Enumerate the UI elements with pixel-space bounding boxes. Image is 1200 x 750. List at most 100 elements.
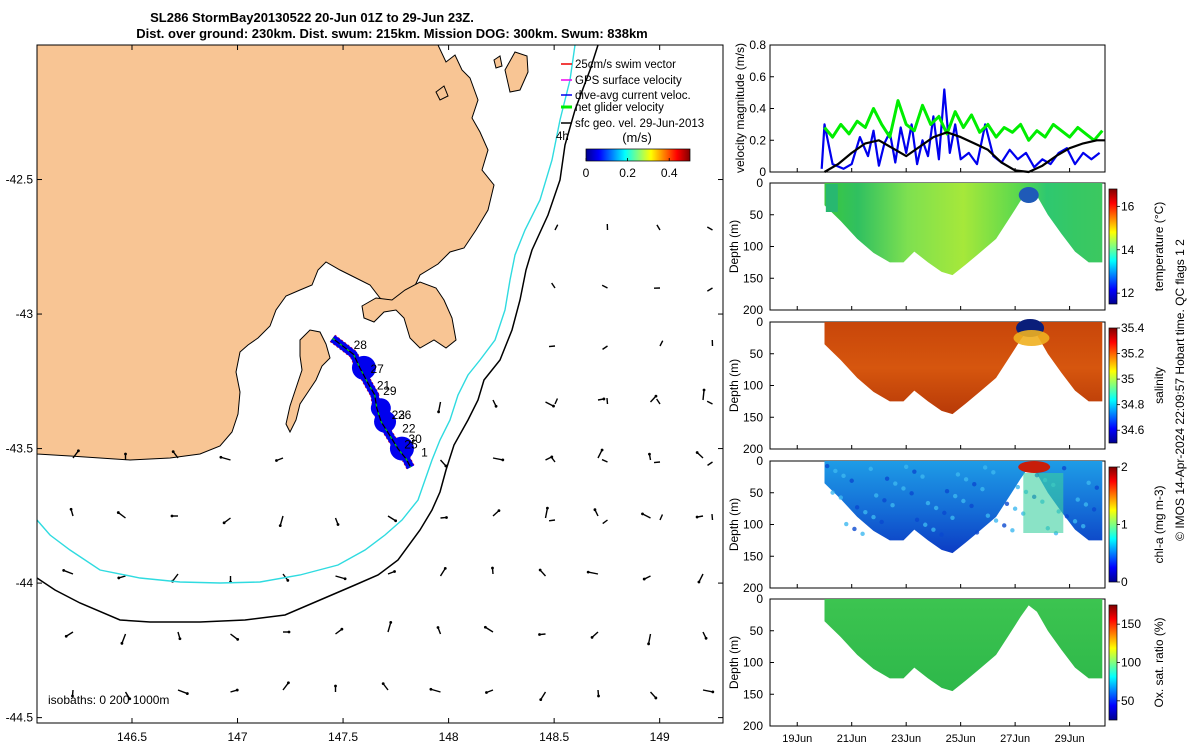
map-x-tick-label: 148 <box>439 730 459 744</box>
velocity-panel: 0 0.2 0.4 0.6 0.8 velocity magnitude (m/s) <box>733 38 1106 179</box>
surface-vector <box>126 748 132 749</box>
time-tick-label: 19Jun <box>782 733 812 745</box>
section-colorbar-label: temperature (°C) <box>1152 202 1166 292</box>
section-dot <box>909 491 914 496</box>
surface-vector <box>703 741 709 746</box>
map-x-tick-label: 146.5 <box>117 730 147 744</box>
surface-vector <box>707 461 713 466</box>
surface-vector-head <box>593 508 597 512</box>
section-y-tick-label: 0 <box>756 315 763 329</box>
surface-vector-head <box>702 388 706 392</box>
section-dot <box>824 463 830 469</box>
surface-vector-head <box>590 635 594 639</box>
surface-vector-head <box>183 740 186 743</box>
section-colorbar-tick-label: 0 <box>1121 575 1128 589</box>
day-label: 21 <box>377 378 391 392</box>
section-colorbar-tick-label: 16 <box>1121 199 1135 213</box>
section-colorbar-label: chl-a (mg m-3) <box>1152 485 1166 563</box>
time-tick-label: 23Jun <box>891 733 921 745</box>
surface-vector-head <box>445 516 448 519</box>
surface-vector <box>554 224 559 231</box>
section-colorbar-tick-label: 35.4 <box>1121 321 1145 335</box>
section-feature <box>1023 473 1064 533</box>
surface-vector-head <box>552 404 555 408</box>
map-colorbar-label: (m/s) <box>622 130 652 145</box>
surface-vector <box>602 519 608 525</box>
section-colorbar <box>1108 604 1118 721</box>
section-y-tick-label: 50 <box>750 624 764 638</box>
time-axis: 19Jun 21Jun 23Jun 25Jun 27Jun 29Jun <box>782 168 1085 745</box>
surface-vector-head <box>393 570 396 573</box>
surface-vector-head <box>117 576 121 580</box>
map-colorbar <box>585 148 691 162</box>
day-label: 28 <box>354 338 368 352</box>
surface-vector <box>540 691 547 701</box>
surface-vector-head <box>69 507 73 511</box>
surface-vector-head <box>340 627 344 631</box>
tasman-peninsula-land <box>361 281 457 349</box>
section-colorbar <box>1108 466 1118 583</box>
legend-item-net: net glider velocity <box>561 102 664 114</box>
section-ylabel: Depth (m) <box>727 498 741 551</box>
velocity-y-tick-label: 0.2 <box>749 133 766 147</box>
chart-title: SL286 StormBay20130522 20-Jun 01Z to 29-… <box>150 10 474 25</box>
surface-vector <box>598 746 606 750</box>
surface-vector-head <box>128 697 132 701</box>
surface-vector <box>430 688 441 693</box>
velocity-ylabel: velocity magnitude (m/s) <box>733 43 747 173</box>
map-legend: 25cm/s swim vector GPS surface velocity … <box>556 59 704 180</box>
dive-avg-cluster <box>351 355 376 380</box>
section-dot <box>993 518 999 523</box>
surface-vector <box>548 519 556 522</box>
surface-vector <box>437 401 442 412</box>
day-label: 29 <box>383 384 397 398</box>
surface-vector-head <box>185 692 189 695</box>
map-x-tick-label: 147.5 <box>328 730 358 744</box>
isobath-200m <box>37 45 576 584</box>
section-dot <box>1010 528 1015 533</box>
map-colorbar-ticks: 0 0.2 0.4 <box>583 158 678 180</box>
legend-item-gps: GPS surface velocity <box>561 75 682 87</box>
section-dot <box>914 517 920 523</box>
map-x-tick-label: 147 <box>228 730 248 744</box>
surface-vector-head <box>278 524 282 528</box>
surface-vector-head <box>170 514 174 518</box>
surface-vector-head <box>275 459 278 462</box>
velocity-y-ticks: 0 0.2 0.4 0.6 0.8 <box>749 38 774 179</box>
section-dot <box>854 505 860 510</box>
legend-label-swim: 25cm/s swim vector <box>575 59 676 71</box>
section-dot <box>1012 506 1018 511</box>
surface-vector-head <box>641 512 644 516</box>
surface-vector-head <box>116 511 120 514</box>
surface-vector-head <box>389 620 393 624</box>
velocity-series-sfc-geo-vel- <box>823 131 1105 174</box>
surface-vector-head <box>437 410 440 414</box>
surface-vector-head <box>124 452 127 456</box>
legend-item-sfc-geo: sfc geo. vel. 29-Jun-2013 <box>561 118 704 130</box>
surface-vector <box>606 397 609 405</box>
surface-vector <box>172 573 179 582</box>
surface-vector-head <box>287 630 291 634</box>
tasmania-land <box>37 45 495 461</box>
section-dot <box>833 468 838 474</box>
surface-vector-head <box>64 634 68 638</box>
section-feature <box>825 184 838 212</box>
time-tick-label: 25Jun <box>946 733 976 745</box>
surface-vector-head <box>236 638 240 641</box>
section-y-tick-label: 150 <box>743 271 763 285</box>
surface-vector <box>642 513 651 519</box>
section-dot <box>955 472 961 477</box>
section-dot <box>961 498 966 504</box>
section-dot <box>939 532 944 537</box>
section-dot <box>944 489 950 494</box>
surface-vector <box>484 626 494 633</box>
surface-vector <box>588 571 599 575</box>
section-oxygen: 0 50 100 150 200 Depth (m) 50 100 150 Ox. sat. ra… <box>727 592 1166 733</box>
surface-vector-head <box>343 577 347 581</box>
surface-vector <box>281 739 283 746</box>
legend-label-net: net glider velocity <box>575 102 664 114</box>
surface-vector-head <box>546 506 549 510</box>
map-y-tick-label: -43 <box>16 307 34 321</box>
velocity-series-dive-avg-current <box>820 88 1101 170</box>
section-dot <box>852 526 857 532</box>
